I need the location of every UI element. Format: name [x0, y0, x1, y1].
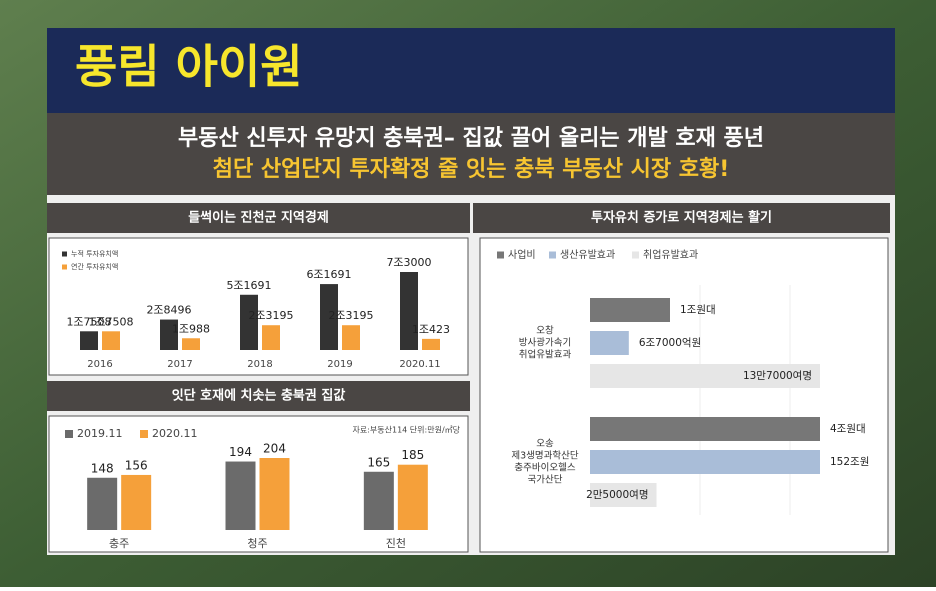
value-label: 4조원대	[830, 423, 866, 435]
category-label: 취업유발효과	[519, 349, 572, 361]
bar	[240, 294, 258, 350]
bar	[121, 474, 152, 530]
value-label: 7조3000	[386, 256, 431, 269]
bar	[400, 272, 418, 350]
bar	[363, 471, 394, 530]
bar	[590, 483, 657, 507]
bar	[259, 458, 290, 530]
bar	[320, 284, 338, 350]
title: 풍림 아이원	[75, 40, 303, 94]
chart-header	[473, 203, 890, 233]
value-label: 2만5000여명	[586, 489, 648, 501]
chart-header	[47, 203, 470, 233]
category-label: 충주바이오헬스	[514, 463, 575, 474]
subheadline: 첨단 산업단지 투자확정 줄 잇는 충북 부동산 시장 호황!	[213, 157, 730, 182]
legend-label: 연간 투자유치액	[71, 262, 118, 271]
bar	[590, 450, 820, 474]
bar	[590, 331, 629, 355]
value-label: 152조원	[830, 456, 869, 468]
legend-swatch	[65, 430, 73, 438]
value-label: 194	[229, 445, 252, 459]
value-label: 2조3195	[328, 309, 373, 322]
value-label: 185	[401, 448, 424, 462]
legend-label: 생산유발효과	[560, 249, 615, 261]
chart-note: 자료:부동산114 단위:만원/㎡당	[353, 425, 461, 435]
x-tick-label: 청주	[247, 537, 267, 550]
bar	[397, 464, 428, 530]
bar	[590, 298, 670, 322]
legend-swatch	[62, 264, 67, 270]
chart-box	[48, 237, 469, 376]
chart-header	[47, 381, 470, 411]
value-label: 165	[367, 455, 390, 469]
value-label: 5조1691	[226, 279, 271, 292]
legend-swatch	[632, 251, 639, 259]
legend-label: 2019.11	[77, 427, 123, 440]
chart-title: 잇단 호재에 치솟는 충북권 집값	[172, 388, 346, 404]
legend-swatch	[549, 251, 556, 259]
chart-title: 들썩이는 진천군 지역경제	[188, 210, 329, 226]
bar	[590, 364, 820, 388]
value-label: 156	[125, 458, 148, 472]
value-label: 204	[263, 442, 286, 456]
legend-label: 사업비	[508, 248, 536, 261]
bar	[422, 338, 440, 350]
legend-label: 취업유발효과	[643, 248, 698, 261]
x-tick-label: 2017	[167, 359, 192, 370]
category-label: 오창	[536, 326, 554, 337]
bar	[342, 325, 360, 350]
category-label: 오송	[536, 439, 554, 450]
legend-swatch	[497, 251, 504, 259]
category-label: 제3생명과학산단	[511, 451, 578, 462]
chart-title: 투자유치 증가로 지역경제는 활기	[591, 210, 772, 226]
value-label: 6조1691	[306, 268, 351, 281]
value-label: 1조원대	[680, 304, 716, 316]
bar	[182, 338, 200, 350]
legend-swatch	[140, 430, 148, 438]
chart-box	[479, 237, 889, 553]
bar	[102, 331, 120, 350]
value-label: 1조988	[172, 322, 210, 335]
bar	[160, 319, 178, 350]
value-label: 1조423	[412, 323, 450, 336]
headline-band	[47, 113, 895, 195]
bar	[590, 417, 820, 441]
value-label: 1조7508	[88, 315, 133, 328]
value-label: 2조8496	[146, 304, 191, 317]
bar	[80, 331, 98, 350]
x-tick-label: 충주	[109, 537, 129, 550]
value-label: 13만7000여명	[743, 370, 812, 382]
legend-label: 2020.11	[152, 427, 198, 440]
x-tick-label: 2016	[87, 359, 112, 370]
x-tick-label: 2020.11	[399, 359, 440, 370]
title-bar	[47, 28, 895, 113]
bar	[225, 461, 256, 530]
headline: 부동산 신투자 유망지 충북권– 집값 끌어 올리는 개발 호재 풍년	[178, 126, 764, 151]
legend-swatch	[62, 251, 67, 257]
x-tick-label: 2019	[327, 359, 352, 370]
value-label: 148	[91, 461, 114, 475]
category-label: 국가산단	[528, 475, 563, 486]
value-label: 1조7508	[66, 315, 111, 328]
value-label: 6조7000억원	[639, 337, 701, 349]
bar	[262, 325, 280, 350]
bar	[87, 477, 118, 530]
x-tick-label: 진천	[386, 536, 406, 550]
category-label: 방사광가속기	[519, 337, 571, 349]
x-tick-label: 2018	[247, 359, 272, 370]
value-label: 2조3195	[248, 309, 293, 322]
legend-label: 누적 투자유치액	[71, 249, 118, 258]
